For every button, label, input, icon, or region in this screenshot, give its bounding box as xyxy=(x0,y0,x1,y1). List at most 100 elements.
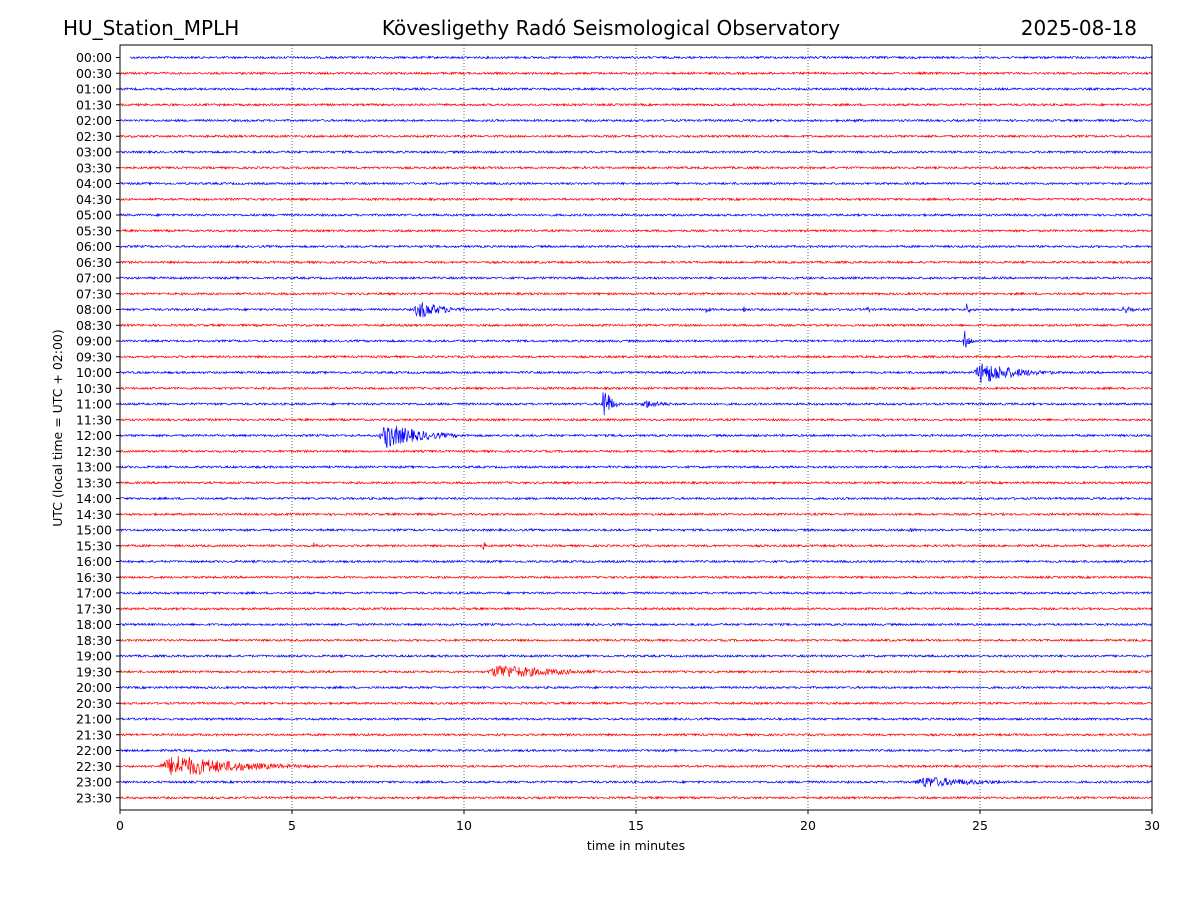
seismogram-trace-2230 xyxy=(119,755,1152,776)
y-tick-label: 21:30 xyxy=(76,727,112,742)
seismogram-trace-2330 xyxy=(119,795,1152,801)
seismogram-trace-1230 xyxy=(119,448,1152,454)
seismogram-trace-1800 xyxy=(119,622,1152,627)
y-tick-label: 17:30 xyxy=(76,601,112,616)
y-tick-label: 22:30 xyxy=(76,759,112,774)
seismogram-trace-0900 xyxy=(119,330,1152,348)
y-tick-label: 09:30 xyxy=(76,349,112,364)
y-tick-label: 09:00 xyxy=(76,334,112,349)
y-tick-label: 06:30 xyxy=(76,255,112,270)
y-tick-label: 17:00 xyxy=(76,586,112,601)
seismogram-trace-0630 xyxy=(119,259,1152,265)
y-tick-label: 12:00 xyxy=(76,428,112,443)
x-axis-ticks: 0 5 10 15 20 25 30 xyxy=(116,810,1160,833)
seismogram-trace-0230 xyxy=(119,133,1152,139)
y-tick-label: 19:30 xyxy=(76,664,112,679)
y-tick-label: 23:30 xyxy=(76,790,112,805)
x-axis-label: time in minutes xyxy=(587,838,685,853)
x-tick-label: 25 xyxy=(972,818,988,833)
x-tick-label: 10 xyxy=(456,818,472,833)
y-tick-label: 14:30 xyxy=(76,507,112,522)
seismogram-trace-1030 xyxy=(119,386,1152,391)
grid-lines xyxy=(291,45,981,810)
seismogram-trace-0500 xyxy=(119,212,1152,218)
seismogram-trace-0030 xyxy=(119,71,1152,76)
seismogram-traces xyxy=(119,55,1152,801)
chart-date: 2025-08-18 xyxy=(1020,16,1137,40)
seismogram-trace-1730 xyxy=(119,606,1152,612)
seismogram-trace-1530 xyxy=(119,542,1152,550)
y-tick-label: 11:30 xyxy=(76,412,112,427)
y-axis-label: UTC (local time = UTC + 02:00) xyxy=(50,329,65,527)
seismogram-trace-0530 xyxy=(119,228,1152,233)
y-tick-label: 03:30 xyxy=(76,160,112,175)
seismogram-trace-2100 xyxy=(119,716,1152,722)
y-tick-label: 05:00 xyxy=(76,208,112,223)
y-tick-label: 10:30 xyxy=(76,381,112,396)
y-tick-label: 15:00 xyxy=(76,523,112,538)
seismogram-trace-0930 xyxy=(119,354,1152,360)
seismogram-trace-0800 xyxy=(119,302,1152,318)
seismogram-trace-1900 xyxy=(119,653,1152,659)
seismogram-trace-0730 xyxy=(119,291,1152,296)
y-tick-label: 08:00 xyxy=(76,302,112,317)
seismogram-trace-1130 xyxy=(119,417,1152,422)
y-tick-label: 10:00 xyxy=(76,365,112,380)
seismogram-trace-1200 xyxy=(119,425,1152,448)
seismogram-trace-1830 xyxy=(119,637,1152,643)
chart-title: Kövesligethy Radó Seismological Observat… xyxy=(381,16,841,40)
y-tick-label: 01:30 xyxy=(76,97,112,112)
y-tick-label: 04:00 xyxy=(76,176,112,191)
y-tick-label: 06:00 xyxy=(76,239,112,254)
y-tick-label: 16:30 xyxy=(76,570,112,585)
seismogram-trace-0100 xyxy=(119,86,1152,92)
seismogram-trace-0000 xyxy=(130,55,1152,60)
seismogram-trace-0130 xyxy=(119,102,1152,107)
seismogram-trace-0600 xyxy=(119,244,1152,249)
seismogram-trace-1500 xyxy=(119,527,1152,533)
y-tick-label: 02:00 xyxy=(76,113,112,128)
y-tick-label: 00:00 xyxy=(76,50,112,65)
seismogram-trace-2200 xyxy=(119,748,1152,753)
y-tick-label: 20:30 xyxy=(76,696,112,711)
y-tick-label: 11:00 xyxy=(76,397,112,412)
y-axis-ticks: 00:0000:3001:0001:3002:0002:3003:0003:30… xyxy=(76,50,120,805)
seismogram-trace-1430 xyxy=(119,511,1152,517)
seismogram-trace-1300 xyxy=(119,464,1152,470)
seismogram-trace-2030 xyxy=(119,700,1152,706)
y-tick-label: 18:30 xyxy=(76,633,112,648)
seismogram-trace-0400 xyxy=(119,181,1152,186)
y-tick-label: 00:30 xyxy=(76,66,112,81)
y-tick-label: 12:30 xyxy=(76,444,112,459)
seismogram-trace-0830 xyxy=(119,322,1152,328)
y-tick-label: 22:00 xyxy=(76,743,112,758)
y-tick-label: 05:30 xyxy=(76,223,112,238)
x-tick-label: 0 xyxy=(116,818,124,833)
seismogram-trace-1100 xyxy=(119,392,1152,416)
y-tick-label: 21:00 xyxy=(76,712,112,727)
seismogram-trace-0330 xyxy=(119,165,1152,171)
station-name: HU_Station_MPLH xyxy=(63,16,240,40)
x-tick-label: 20 xyxy=(800,818,816,833)
y-tick-label: 18:00 xyxy=(76,617,112,632)
x-tick-label: 30 xyxy=(1144,818,1160,833)
seismogram-trace-1400 xyxy=(119,496,1152,501)
seismogram-trace-1600 xyxy=(119,559,1152,564)
y-tick-label: 01:00 xyxy=(76,82,112,97)
y-tick-label: 08:30 xyxy=(76,318,112,333)
x-tick-label: 15 xyxy=(628,818,644,833)
seismogram-trace-0430 xyxy=(119,197,1152,202)
seismogram-trace-1930 xyxy=(119,664,1152,678)
seismogram-trace-0300 xyxy=(119,149,1152,155)
y-tick-label: 15:30 xyxy=(76,538,112,553)
y-tick-label: 02:30 xyxy=(76,129,112,144)
seismogram-trace-1000 xyxy=(119,363,1152,384)
y-tick-label: 16:00 xyxy=(76,554,112,569)
y-tick-label: 07:00 xyxy=(76,271,112,286)
seismogram-trace-2300 xyxy=(119,776,1152,788)
y-tick-label: 03:00 xyxy=(76,145,112,160)
seismogram-trace-1700 xyxy=(119,590,1152,596)
y-tick-label: 20:00 xyxy=(76,680,112,695)
seismogram-trace-0200 xyxy=(119,118,1152,124)
